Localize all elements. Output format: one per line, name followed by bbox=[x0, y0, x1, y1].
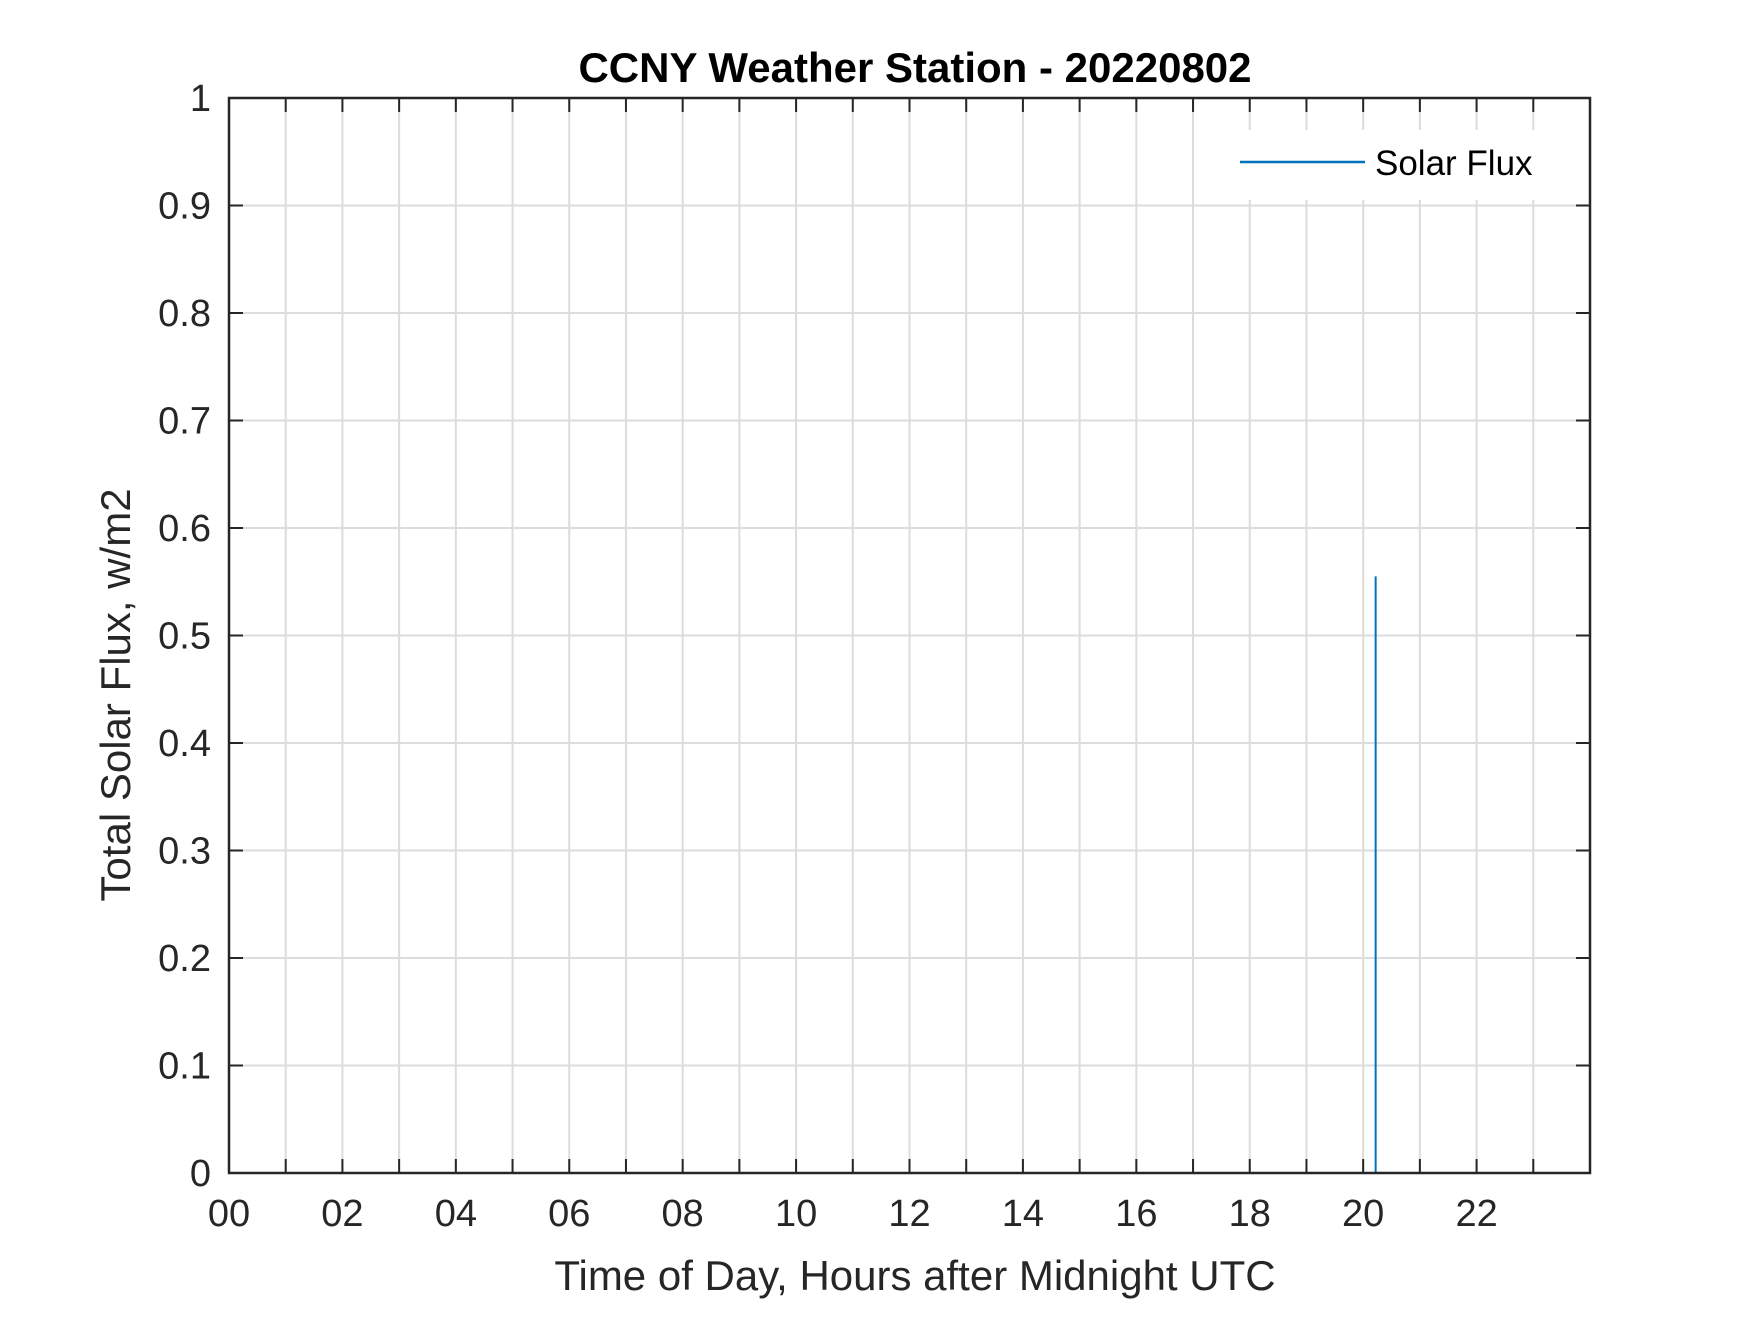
x-tick-label: 22 bbox=[1455, 1193, 1497, 1235]
x-tick-label: 08 bbox=[662, 1193, 704, 1235]
y-tick-label: 0.1 bbox=[158, 1046, 211, 1088]
y-tick-label: 0.6 bbox=[158, 508, 211, 550]
x-tick-label: 02 bbox=[321, 1193, 363, 1235]
x-tick-label: 20 bbox=[1342, 1193, 1384, 1235]
y-axis-label: Total Solar Flux, w/m2 bbox=[92, 488, 139, 901]
y-tick-label: 0.3 bbox=[158, 831, 211, 873]
grid-lines bbox=[229, 98, 1590, 1173]
y-tick-label: 0.4 bbox=[158, 723, 211, 765]
x-tick-label: 06 bbox=[548, 1193, 590, 1235]
legend: Solar Flux bbox=[1215, 130, 1575, 200]
x-tick-label: 14 bbox=[1002, 1193, 1044, 1235]
x-tick-label: 00 bbox=[208, 1193, 250, 1235]
y-tick-label: 0.2 bbox=[158, 938, 211, 980]
y-tick-label: 0.5 bbox=[158, 616, 211, 658]
y-tick-label: 0 bbox=[190, 1153, 211, 1195]
chart-title: CCNY Weather Station - 20220802 bbox=[578, 44, 1251, 91]
y-tick-label: 0.7 bbox=[158, 401, 211, 443]
y-tick-label: 1 bbox=[190, 78, 211, 120]
x-axis-label: Time of Day, Hours after Midnight UTC bbox=[554, 1252, 1275, 1299]
plot-area-frame bbox=[227, 96, 1592, 1175]
x-tick-label: 12 bbox=[888, 1193, 930, 1235]
y-tick-label: 0.9 bbox=[158, 186, 211, 228]
legend-label-solar-flux: Solar Flux bbox=[1375, 144, 1533, 183]
tick-labels: 0 0.1 0.2 0.3 0.4 0.5 0.6 0.7 0.8 0.9 1 00 02 04 06 08 1… bbox=[158, 78, 1498, 1235]
y-tick-label: 0.8 bbox=[158, 293, 211, 335]
x-tick-label: 18 bbox=[1229, 1193, 1271, 1235]
x-tick-label: 04 bbox=[435, 1193, 477, 1235]
x-tick-label: 16 bbox=[1115, 1193, 1157, 1235]
axes bbox=[227, 96, 1592, 1175]
x-tick-label: 10 bbox=[775, 1193, 817, 1235]
